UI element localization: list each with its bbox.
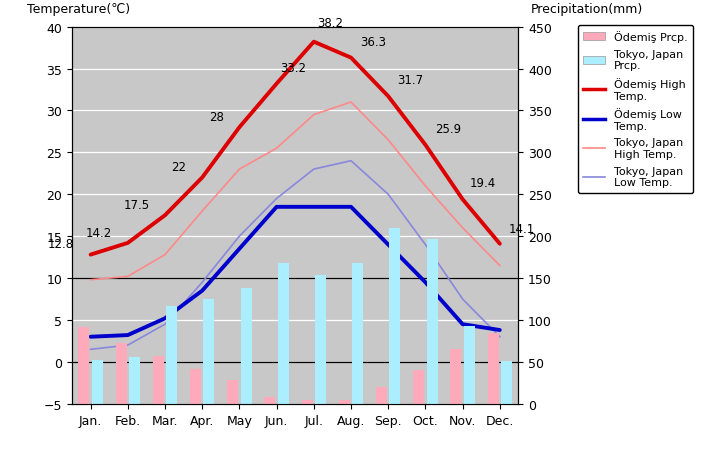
Bar bbox=[153, 356, 164, 404]
Bar bbox=[413, 370, 424, 404]
Bar bbox=[91, 360, 103, 404]
Text: 19.4: 19.4 bbox=[470, 177, 496, 190]
Bar bbox=[264, 397, 276, 404]
Bar bbox=[352, 263, 364, 404]
Text: 38.2: 38.2 bbox=[318, 17, 343, 30]
Text: 12.8: 12.8 bbox=[48, 238, 74, 251]
Bar bbox=[78, 327, 89, 404]
Bar bbox=[338, 400, 350, 404]
Bar bbox=[302, 400, 312, 404]
Bar bbox=[203, 299, 215, 404]
Bar bbox=[129, 357, 140, 404]
Text: 28: 28 bbox=[209, 111, 224, 124]
Text: Temperature(℃): Temperature(℃) bbox=[27, 3, 130, 16]
Bar bbox=[315, 275, 326, 404]
Bar bbox=[487, 333, 499, 404]
Text: 14.1: 14.1 bbox=[509, 223, 536, 236]
Bar bbox=[190, 369, 201, 404]
Bar bbox=[501, 361, 512, 404]
Bar bbox=[115, 344, 127, 404]
Bar bbox=[390, 228, 400, 404]
Text: 31.7: 31.7 bbox=[397, 74, 423, 87]
Bar bbox=[376, 387, 387, 404]
Text: 14.2: 14.2 bbox=[86, 226, 112, 239]
Bar bbox=[166, 306, 177, 404]
Text: 17.5: 17.5 bbox=[123, 199, 149, 212]
Text: 33.2: 33.2 bbox=[280, 62, 306, 74]
Text: 25.9: 25.9 bbox=[435, 123, 461, 135]
Legend: Ödemiş Prcp., Tokyo, Japan
Prcp., Ödemiş High
Temp., Ödemiş Low
Temp., Tokyo, Ja: Ödemiş Prcp., Tokyo, Japan Prcp., Ödemiş… bbox=[577, 26, 693, 193]
Bar bbox=[450, 350, 462, 404]
Bar bbox=[240, 289, 252, 404]
Text: Precipitation(mm): Precipitation(mm) bbox=[531, 3, 644, 16]
Text: 22: 22 bbox=[171, 161, 186, 174]
Text: 36.3: 36.3 bbox=[360, 35, 387, 49]
Bar bbox=[278, 263, 289, 404]
Bar bbox=[227, 381, 238, 404]
Bar bbox=[426, 239, 438, 404]
Bar bbox=[464, 326, 475, 404]
